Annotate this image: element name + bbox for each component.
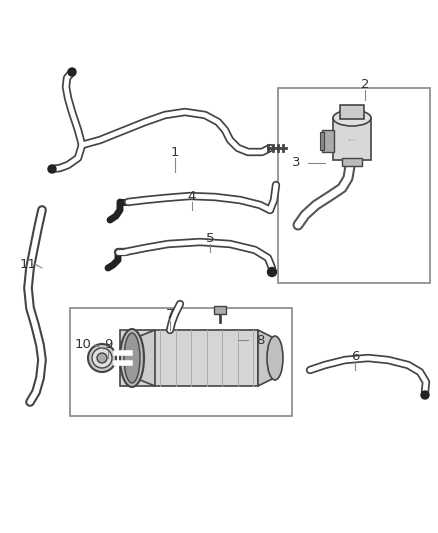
Ellipse shape [97, 353, 107, 363]
Text: 4: 4 [188, 190, 196, 203]
Ellipse shape [120, 329, 144, 387]
Ellipse shape [124, 333, 140, 383]
Text: 10: 10 [74, 338, 92, 351]
Ellipse shape [88, 344, 116, 372]
Bar [214, 306, 226, 314]
Text: 9: 9 [104, 338, 112, 351]
Text: 8: 8 [256, 334, 264, 346]
Ellipse shape [333, 110, 371, 126]
Polygon shape [258, 330, 278, 386]
Ellipse shape [92, 348, 112, 368]
Ellipse shape [267, 336, 283, 380]
Circle shape [421, 391, 429, 399]
Text: 11: 11 [20, 257, 36, 271]
FancyBboxPatch shape [333, 118, 371, 160]
Text: 7: 7 [166, 309, 174, 321]
Bar [342, 158, 362, 166]
Bar [320, 132, 324, 150]
FancyBboxPatch shape [340, 105, 364, 119]
Text: text: text [348, 138, 356, 142]
Text: 2: 2 [361, 77, 369, 91]
Circle shape [48, 165, 56, 173]
Text: 5: 5 [206, 231, 214, 245]
Bar [70, 308, 292, 416]
FancyBboxPatch shape [120, 330, 258, 386]
Bar [322, 130, 334, 152]
Polygon shape [134, 330, 155, 386]
Text: 3: 3 [292, 157, 300, 169]
Text: 6: 6 [351, 350, 359, 362]
Text: 1: 1 [171, 146, 179, 158]
Bar [278, 88, 430, 283]
Circle shape [68, 68, 76, 76]
Circle shape [268, 268, 276, 277]
